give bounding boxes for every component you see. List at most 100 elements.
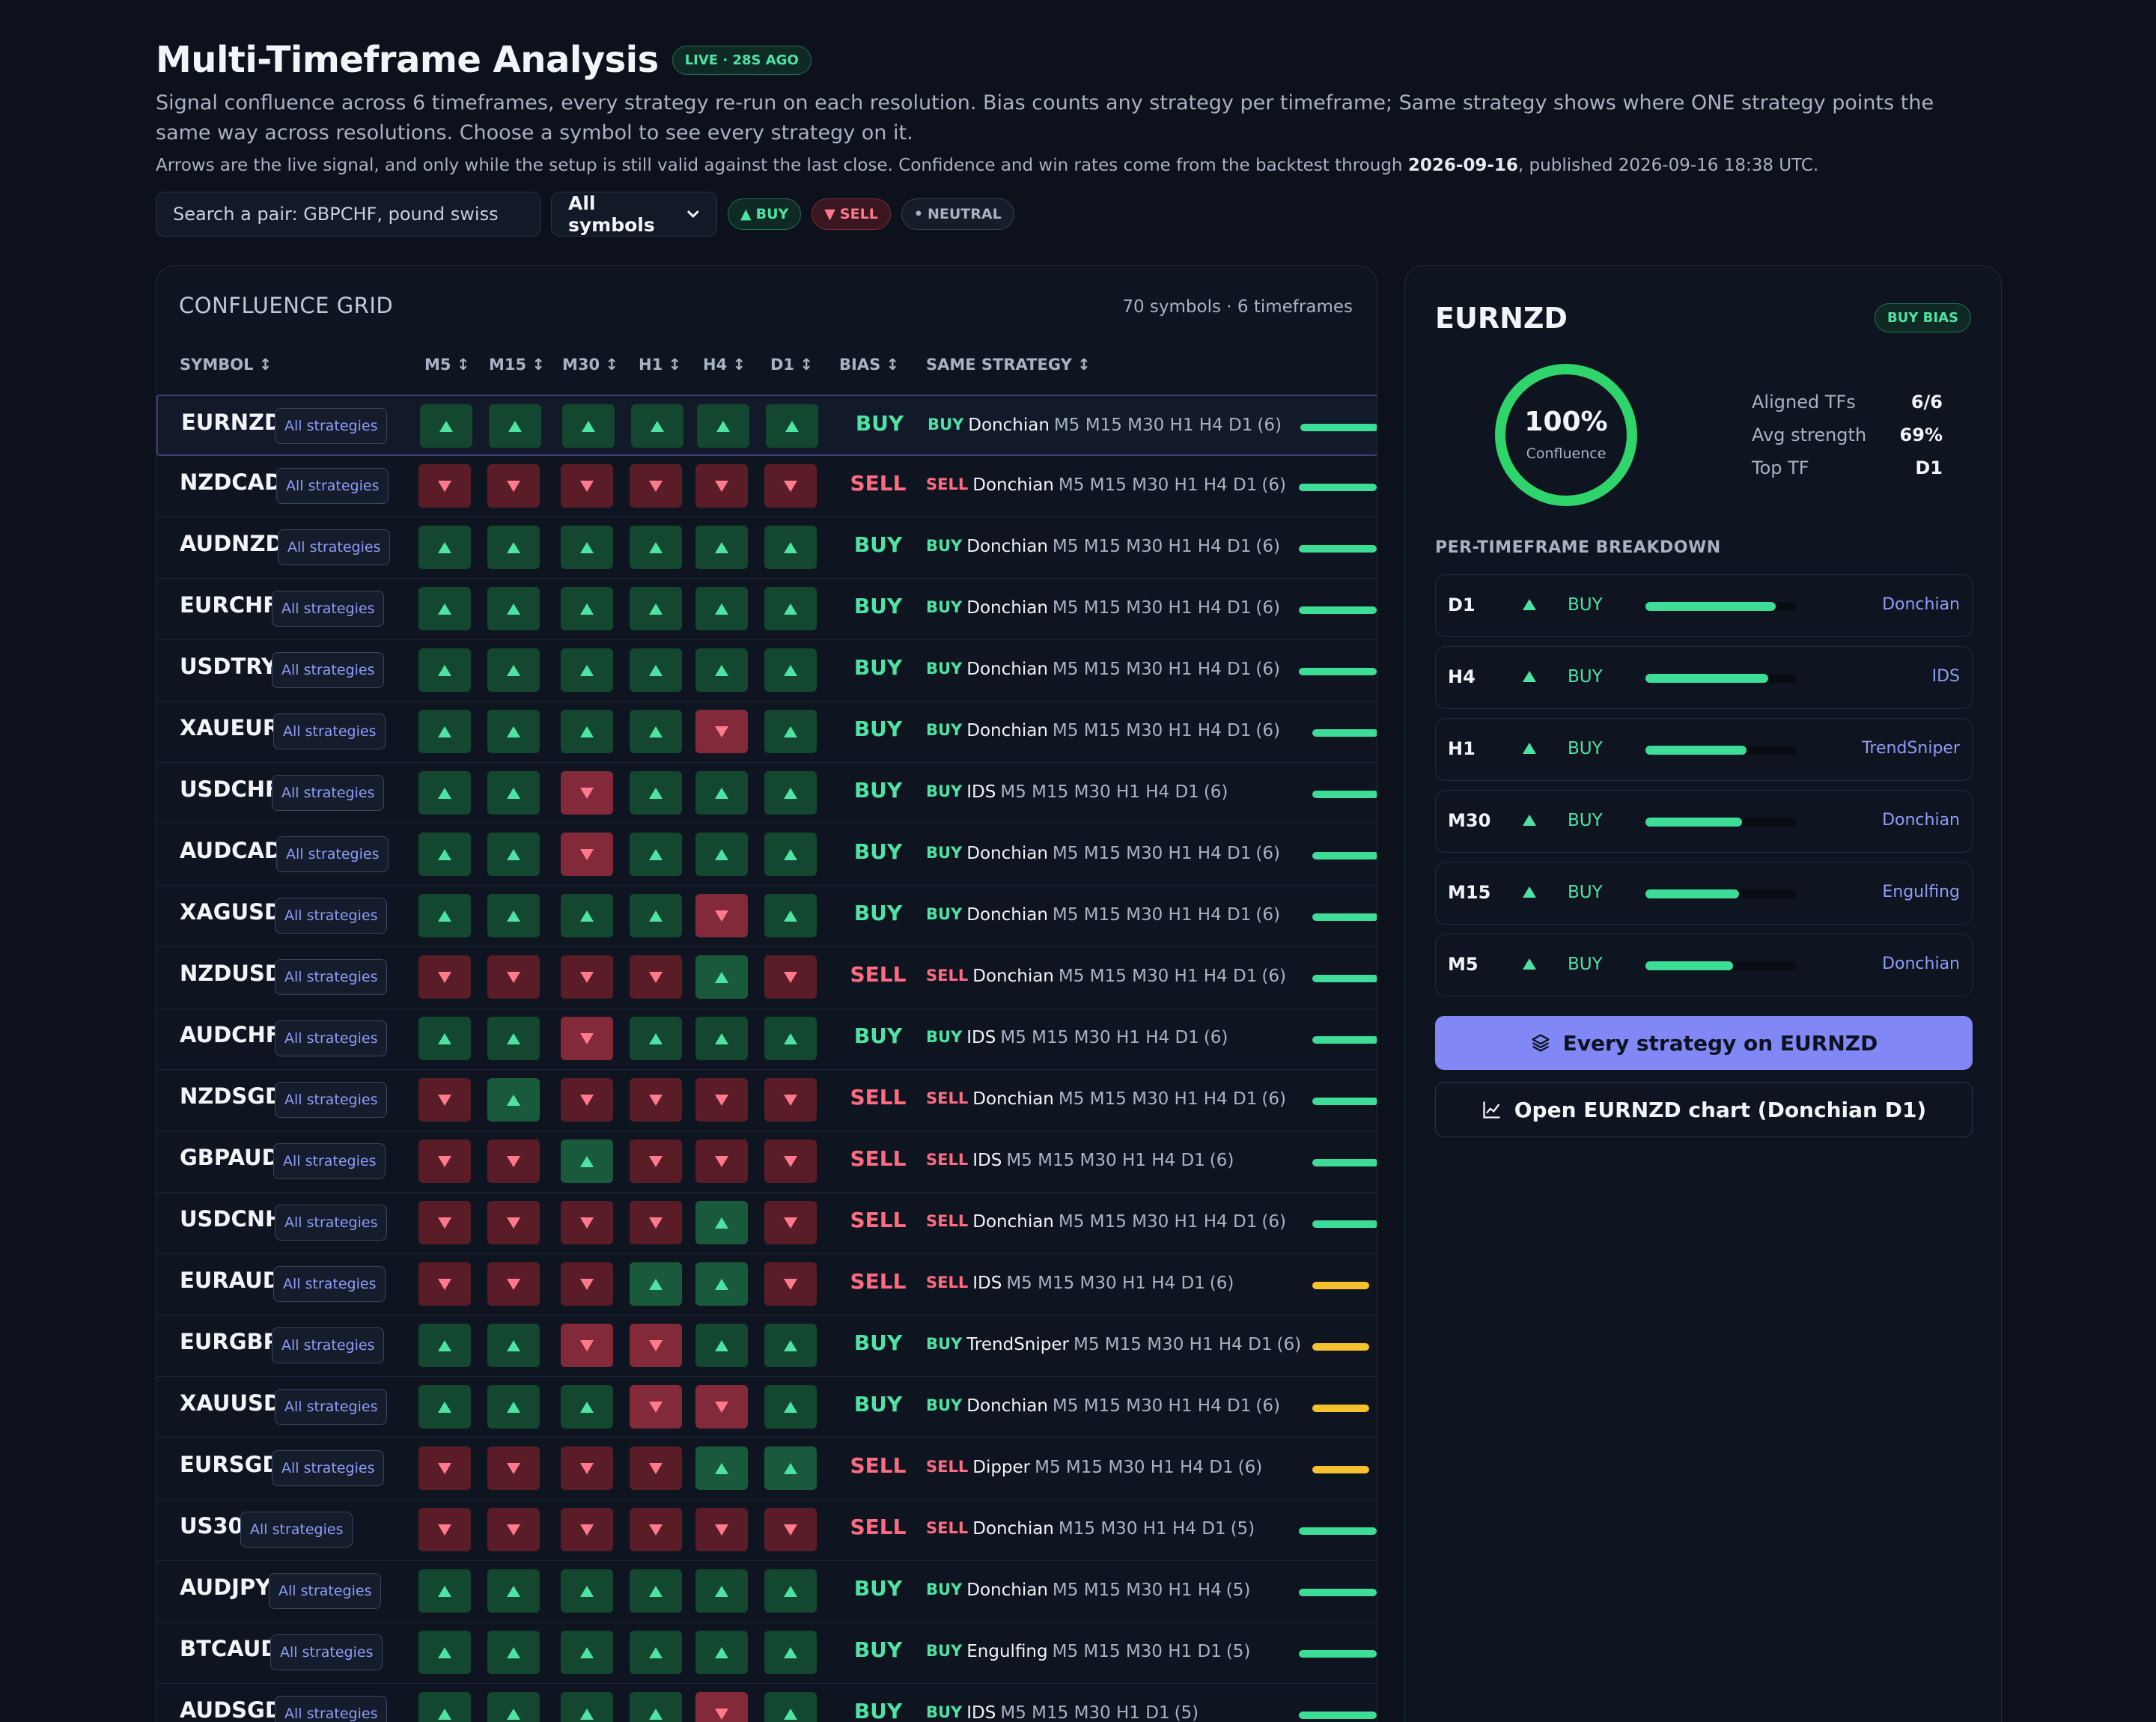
signal-cell-h1[interactable] xyxy=(630,1508,682,1551)
col-header-same-strategy[interactable]: SAME STRATEGY ↕ xyxy=(926,356,1091,374)
signal-cell-d1[interactable] xyxy=(764,1324,817,1367)
signal-cell-m30[interactable] xyxy=(561,1078,613,1122)
all-strategies-button[interactable]: All strategies xyxy=(275,959,388,995)
signal-cell-m30[interactable] xyxy=(561,833,613,876)
all-strategies-button[interactable]: All strategies xyxy=(273,1266,386,1302)
search-input[interactable] xyxy=(156,192,540,237)
signal-cell-h4[interactable] xyxy=(695,955,748,999)
tf-breakdown-row[interactable]: M5 BUY Donchian xyxy=(1435,934,1973,997)
signal-cell-m15[interactable] xyxy=(487,1385,540,1429)
signal-cell-d1[interactable] xyxy=(764,955,817,999)
signal-cell-h1[interactable] xyxy=(630,464,682,508)
signal-cell-h1[interactable] xyxy=(630,648,682,692)
signal-cell-h1[interactable] xyxy=(630,1140,682,1183)
signal-cell-m30[interactable] xyxy=(561,1201,613,1244)
table-row[interactable]: AUDJPY All strategies BUY BUY Donchian M5 M15… xyxy=(156,1561,1377,1622)
signal-cell-d1[interactable] xyxy=(764,1140,817,1183)
signal-cell-h1[interactable] xyxy=(630,1324,682,1367)
tf-strategy-link[interactable]: IDS xyxy=(1931,667,1960,686)
all-strategies-button[interactable]: All strategies xyxy=(273,714,386,749)
signal-cell-d1[interactable] xyxy=(764,464,817,508)
signal-cell-m15[interactable] xyxy=(487,648,540,692)
all-strategies-button[interactable]: All strategies xyxy=(272,591,385,627)
table-row[interactable]: AUDSGD All strategies BUY BUY IDS M5 M15 M30 … xyxy=(156,1684,1377,1722)
signal-cell-h4[interactable] xyxy=(695,1262,748,1306)
signal-cell-m30[interactable] xyxy=(561,1631,613,1674)
signal-cell-d1[interactable] xyxy=(764,710,817,753)
signal-cell-h1[interactable] xyxy=(630,894,682,937)
all-strategies-button[interactable]: All strategies xyxy=(272,652,385,688)
signal-cell-h4[interactable] xyxy=(695,1140,748,1183)
signal-cell-h1[interactable] xyxy=(630,1017,682,1060)
signal-cell-m5[interactable] xyxy=(418,587,471,630)
signal-cell-m15[interactable] xyxy=(489,404,541,448)
signal-cell-d1[interactable] xyxy=(764,1385,817,1429)
signal-cell-m15[interactable] xyxy=(487,1140,540,1183)
signal-cell-h1[interactable] xyxy=(630,1631,682,1674)
filter-chip-buy[interactable]: ▲ BUY xyxy=(728,198,802,230)
signal-cell-d1[interactable] xyxy=(764,1201,817,1244)
table-row[interactable]: AUDCHF All strategies BUY BUY IDS M5 M15 M30 … xyxy=(156,1008,1377,1070)
signal-cell-m15[interactable] xyxy=(487,1446,540,1490)
signal-cell-h4[interactable] xyxy=(695,1569,748,1613)
signal-cell-h1[interactable] xyxy=(630,1201,682,1244)
table-row[interactable]: XAUUSD All strategies BUY BUY Donchian M5 M15… xyxy=(156,1377,1377,1438)
signal-cell-m5[interactable] xyxy=(418,1017,471,1060)
every-strategy-button[interactable]: Every strategy on EURNZD xyxy=(1435,1016,1973,1070)
signal-cell-m30[interactable] xyxy=(561,464,613,508)
signal-cell-h4[interactable] xyxy=(695,1324,748,1367)
table-row[interactable]: BTCAUD All strategies BUY BUY Engulfing M5 M1… xyxy=(156,1622,1377,1684)
signal-cell-h4[interactable] xyxy=(695,648,748,692)
signal-cell-m30[interactable] xyxy=(561,1262,613,1306)
signal-cell-m30[interactable] xyxy=(561,1508,613,1551)
signal-cell-m5[interactable] xyxy=(418,1692,471,1722)
table-row[interactable]: NZDCAD All strategies SELL SELL Donchian M5 M… xyxy=(156,456,1377,517)
tf-strategy-link[interactable]: Engulfing xyxy=(1882,883,1960,901)
signal-cell-h1[interactable] xyxy=(630,1385,682,1429)
all-strategies-button[interactable]: All strategies xyxy=(276,836,389,872)
table-row[interactable]: AUDCAD All strategies BUY BUY Donchian M5 M15… xyxy=(156,824,1377,886)
tf-strategy-link[interactable]: Donchian xyxy=(1882,955,1960,973)
signal-cell-m5[interactable] xyxy=(418,1324,471,1367)
signal-cell-d1[interactable] xyxy=(764,894,817,937)
signal-cell-m15[interactable] xyxy=(487,1569,540,1613)
tf-breakdown-row[interactable]: M30 BUY Donchian xyxy=(1435,790,1973,853)
signal-cell-h4[interactable] xyxy=(695,1017,748,1060)
tf-strategy-link[interactable]: TrendSniper xyxy=(1862,739,1960,758)
table-row[interactable]: USDCNH All strategies SELL SELL Donchian M5 M… xyxy=(156,1193,1377,1254)
table-row[interactable]: AUDNZD All strategies BUY BUY Donchian M5 M15… xyxy=(156,517,1377,579)
signal-cell-m30[interactable] xyxy=(561,1446,613,1490)
signal-cell-d1[interactable] xyxy=(764,1631,817,1674)
signal-cell-h4[interactable] xyxy=(695,710,748,753)
signal-cell-d1[interactable] xyxy=(764,1692,817,1722)
signal-cell-d1[interactable] xyxy=(764,648,817,692)
signal-cell-d1[interactable] xyxy=(764,1262,817,1306)
signal-cell-m5[interactable] xyxy=(418,1631,471,1674)
signal-cell-h4[interactable] xyxy=(695,771,748,815)
signal-cell-h4[interactable] xyxy=(695,1508,748,1551)
signal-cell-h1[interactable] xyxy=(630,833,682,876)
signal-cell-m30[interactable] xyxy=(561,894,613,937)
table-row[interactable]: GBPAUD All strategies SELL SELL IDS M5 M15 M3… xyxy=(156,1131,1377,1193)
signal-cell-h1[interactable] xyxy=(630,1692,682,1722)
col-header-d1[interactable]: D1 ↕ xyxy=(770,356,813,374)
signal-cell-m15[interactable] xyxy=(487,833,540,876)
signal-cell-m15[interactable] xyxy=(487,771,540,815)
signal-cell-m30[interactable] xyxy=(561,1017,613,1060)
col-header-m30[interactable]: M30 ↕ xyxy=(562,356,619,374)
signal-cell-m5[interactable] xyxy=(418,1385,471,1429)
signal-cell-m5[interactable] xyxy=(418,1262,471,1306)
all-strategies-button[interactable]: All strategies xyxy=(275,1082,388,1118)
signal-cell-m15[interactable] xyxy=(487,1508,540,1551)
signal-cell-d1[interactable] xyxy=(764,526,817,569)
all-strategies-button[interactable]: All strategies xyxy=(275,1205,388,1241)
signal-cell-h4[interactable] xyxy=(695,1201,748,1244)
table-row[interactable]: US30 All strategies SELL SELL Donchian M15 M3… xyxy=(156,1500,1377,1561)
col-header-m5[interactable]: M5 ↕ xyxy=(424,356,470,374)
signal-cell-d1[interactable] xyxy=(764,1078,817,1122)
signal-cell-m30[interactable] xyxy=(561,1692,613,1722)
all-strategies-button[interactable]: All strategies xyxy=(273,1143,386,1179)
signal-cell-m15[interactable] xyxy=(487,1262,540,1306)
signal-cell-h4[interactable] xyxy=(697,404,749,448)
signal-cell-m5[interactable] xyxy=(418,833,471,876)
